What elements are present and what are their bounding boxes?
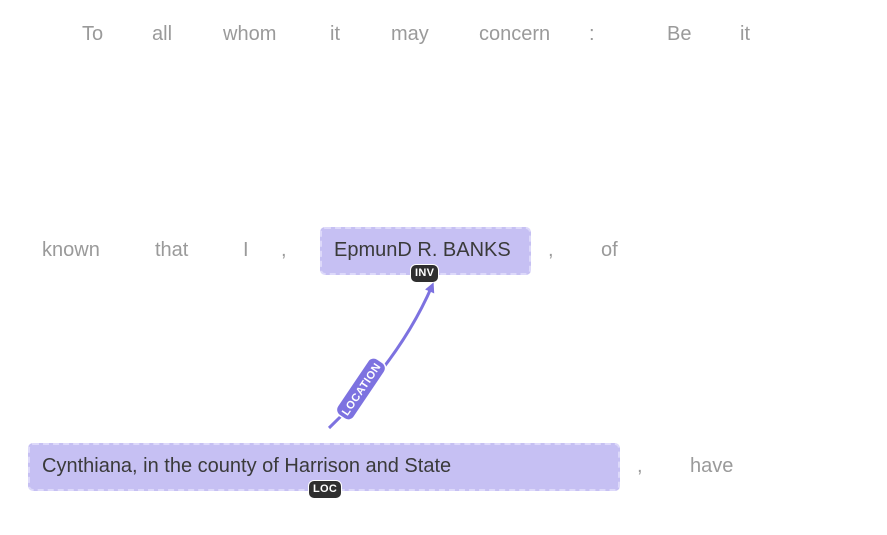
relation-label-badge: LOCATION	[334, 355, 389, 423]
